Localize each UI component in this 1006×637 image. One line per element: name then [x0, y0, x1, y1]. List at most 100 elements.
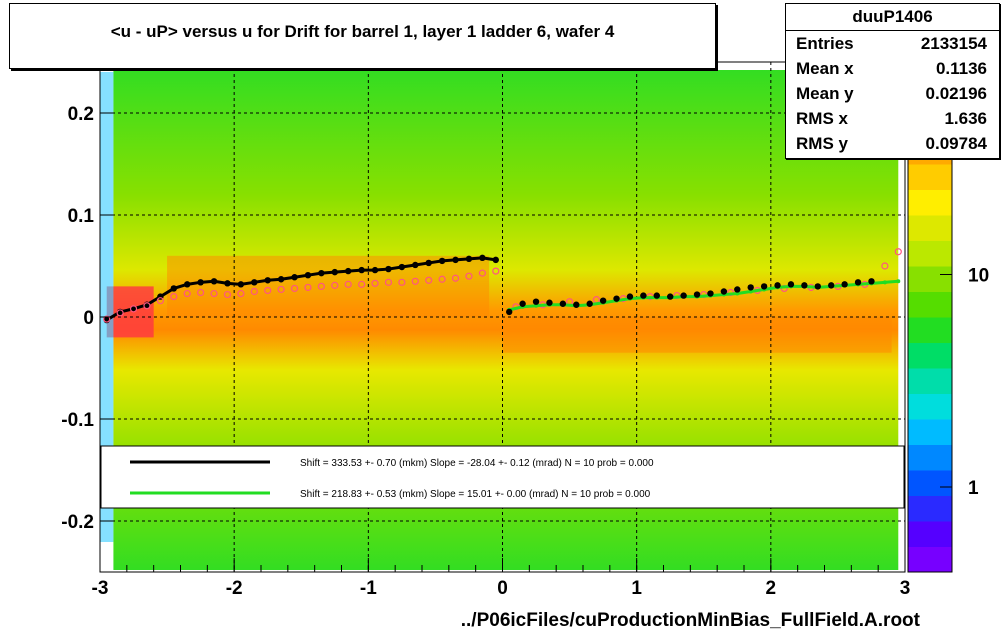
data-point — [412, 261, 419, 269]
data-point — [156, 297, 164, 305]
data-point — [801, 282, 808, 289]
stats-row-mean-x: Mean x 0.1136 — [786, 56, 999, 81]
data-point — [465, 272, 473, 280]
colorbar-cell — [908, 368, 952, 394]
x-tick-label: -2 — [226, 578, 243, 599]
data-point — [371, 266, 379, 274]
data-point — [304, 283, 312, 292]
data-point — [116, 309, 124, 317]
data-point — [210, 278, 218, 285]
colorbar-cell — [908, 342, 952, 369]
data-point — [264, 286, 272, 295]
stats-key: Mean y — [796, 84, 854, 103]
stats-value: 0.02196 — [925, 84, 987, 103]
color-scale-bar: 1 10 — [907, 61, 989, 573]
data-point — [492, 267, 500, 275]
data-point — [734, 286, 741, 293]
data-point — [747, 284, 754, 291]
stats-histogram-name: duuP1406 — [786, 4, 999, 31]
data-point — [398, 278, 406, 286]
colorbar-cell — [908, 317, 952, 343]
y-tick-label: -0.2 — [61, 512, 94, 533]
data-point — [532, 298, 540, 305]
data-point — [398, 263, 406, 271]
x-tick-label: 2 — [766, 578, 777, 599]
y-tick-label: 0 — [83, 308, 94, 329]
data-point — [546, 299, 553, 306]
data-point — [385, 265, 392, 273]
data-point — [814, 283, 821, 290]
data-point — [760, 283, 768, 290]
x-tick-label: 0 — [497, 578, 508, 599]
colorbar-cell — [908, 521, 952, 547]
data-point — [438, 275, 446, 283]
data-point — [534, 303, 539, 308]
data-point — [881, 262, 889, 270]
data-point — [693, 291, 701, 298]
data-point — [573, 301, 580, 308]
data-point — [854, 279, 862, 286]
data-point — [586, 300, 593, 307]
data-point — [184, 281, 191, 288]
grid-lines — [100, 62, 905, 572]
data-point — [465, 255, 473, 263]
stats-value: 0.09784 — [925, 134, 987, 153]
stats-key: RMS x — [796, 109, 848, 128]
x-tick-label: 1 — [631, 578, 642, 599]
data-point — [183, 289, 191, 298]
heatmap-hotspot — [106, 286, 154, 338]
data-point — [438, 257, 446, 265]
data-point — [787, 281, 795, 288]
data-point — [170, 293, 178, 301]
stats-key: Mean x — [796, 59, 854, 78]
data-point — [452, 256, 459, 264]
data-point — [304, 271, 312, 279]
data-point — [331, 281, 339, 289]
data-point — [170, 285, 177, 292]
chart-title: <u - uP> versus u for Drift for barrel 1… — [110, 22, 615, 41]
colorbar-cell — [908, 164, 952, 190]
stats-key: Entries — [796, 34, 854, 53]
data-point — [559, 300, 567, 307]
stats-key: RMS y — [796, 134, 848, 153]
legend-frame — [100, 445, 905, 509]
stats-row-rms-x: RMS x 1.636 — [786, 106, 999, 131]
data-point — [318, 269, 325, 277]
colorbar-cell — [908, 215, 952, 241]
data-point — [143, 302, 151, 310]
colorbar-cell — [908, 546, 952, 573]
legend-text-green: Shift = 218.83 +- 0.53 (mkm) Slope = 15.… — [300, 489, 651, 500]
data-point — [479, 254, 486, 262]
data-point — [331, 268, 338, 276]
heatmap-core-right — [502, 317, 892, 353]
colorbar-cell — [908, 495, 952, 522]
colorbar-tick-label: 10 — [968, 266, 989, 287]
data-point — [478, 269, 486, 277]
data-point — [828, 282, 835, 289]
data-point — [720, 288, 728, 295]
stats-row-mean-y: Mean y 0.02196 — [786, 81, 999, 106]
data-point — [735, 291, 740, 296]
series-black-right — [506, 278, 875, 316]
colorbar-tick-label: 1 — [968, 478, 979, 499]
data-point — [130, 305, 137, 313]
stats-box: duuP1406 Entries 2133154 Mean x 0.1136 M… — [785, 3, 1000, 159]
data-point — [344, 280, 352, 288]
data-point — [197, 288, 205, 297]
data-point — [129, 305, 138, 313]
colorbar-cell — [908, 189, 952, 216]
colorbar-cell — [908, 240, 952, 267]
stats-row-rms-y: RMS y 0.09784 — [786, 131, 999, 156]
data-point — [358, 280, 366, 288]
y-tick-label: -0.1 — [61, 410, 94, 431]
data-point — [277, 276, 285, 283]
legend-text-black: Shift = 333.53 +- 0.70 (mkm) Slope = -28… — [300, 458, 654, 469]
colorbar-cell — [908, 291, 952, 318]
data-point — [841, 281, 848, 288]
data-point — [103, 315, 111, 323]
data-point — [197, 279, 204, 286]
data-point — [317, 282, 325, 290]
data-point — [277, 285, 285, 294]
data-point — [599, 297, 607, 304]
